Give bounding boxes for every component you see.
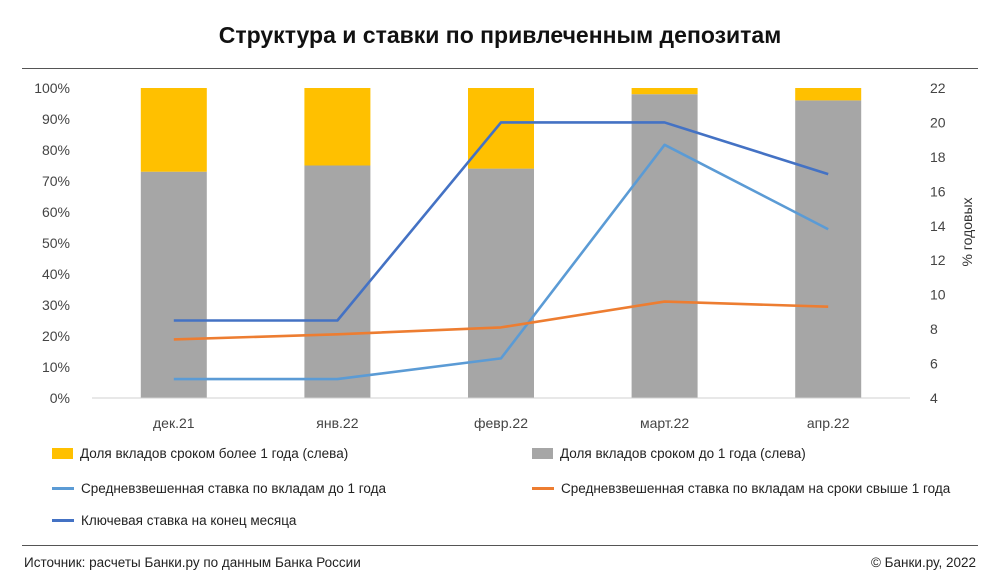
bar-short-term-0: [140, 171, 207, 398]
left-tick-label: 50%: [42, 235, 70, 251]
bar-short-term-1: [304, 165, 371, 398]
legend-item-long-term-rate: Средневзвешенная ставка по вкладам на ср…: [532, 481, 950, 496]
x-tick-label: дек.21: [153, 415, 195, 431]
x-tick-label: март.22: [640, 415, 689, 431]
right-tick-label: 4: [930, 390, 938, 406]
legend-label: Доля вкладов сроком более 1 года (слева): [80, 446, 349, 461]
left-tick-label: 30%: [42, 297, 70, 313]
x-tick-label: янв.22: [316, 415, 358, 431]
x-axis-ticks: дек.21 янв.22 февр.22 март.22 апр.22: [153, 415, 850, 431]
legend-swatch: [52, 448, 73, 459]
legend-label: Средневзвешенная ставка по вкладам до 1 …: [81, 481, 387, 496]
x-tick-label: апр.22: [807, 415, 850, 431]
legend-item-key-rate: Ключевая ставка на конец месяца: [52, 513, 296, 528]
short-term-rate-line: [173, 143, 829, 381]
right-tick-label: 16: [930, 183, 946, 199]
right-tick-label: 22: [930, 80, 946, 96]
x-tick-label: февр.22: [474, 415, 528, 431]
left-tick-label: 80%: [42, 142, 70, 158]
bar-short-term-4: [795, 100, 862, 399]
left-tick-label: 100%: [34, 80, 70, 96]
right-tick-label: 10: [930, 287, 946, 303]
right-axis-ticks: 4 6 8 10 12 14 16 18 20 22: [930, 80, 946, 406]
bottom-divider: [22, 545, 978, 546]
left-axis-ticks: 0% 10% 20% 30% 40% 50% 60% 70% 80% 90% 100%: [34, 80, 70, 406]
bar-long-term-4: [795, 88, 862, 101]
left-tick-label: 0%: [50, 390, 70, 406]
left-tick-label: 90%: [42, 111, 70, 127]
bar-long-term-2: [468, 88, 534, 169]
source-note: Источник: расчеты Банки.ру по данным Бан…: [24, 555, 361, 570]
legend-swatch: [52, 487, 74, 490]
left-tick-label: 10%: [42, 359, 70, 375]
legend-label: Средневзвешенная ставка по вкладам на ср…: [561, 481, 951, 496]
left-tick-label: 60%: [42, 204, 70, 220]
key-rate-line: [173, 121, 829, 322]
right-tick-label: 8: [930, 321, 938, 337]
legend-item-short-term-share: Доля вкладов сроком до 1 года (слева): [532, 446, 806, 461]
right-tick-label: 18: [930, 149, 946, 165]
long-term-rate-line: [173, 300, 829, 341]
legend-swatch: [532, 448, 553, 459]
legend-label: Ключевая ставка на конец месяца: [81, 513, 297, 528]
left-tick-label: 20%: [42, 328, 70, 344]
right-axis-label: % годовых: [959, 197, 975, 266]
copyright-note: © Банки.ру, 2022: [870, 555, 976, 570]
bar-short-term-2: [468, 168, 534, 398]
bar-long-term-0: [140, 88, 207, 172]
lines-group: [173, 121, 829, 381]
right-tick-label: 14: [930, 218, 946, 234]
bar-long-term-1: [304, 88, 371, 166]
right-tick-label: 12: [930, 252, 946, 268]
bars-group: [140, 88, 862, 399]
right-tick-label: 20: [930, 114, 946, 130]
left-tick-label: 40%: [42, 266, 70, 282]
chart-title: Структура и ставки по привлеченным депоз…: [218, 22, 782, 48]
legend-item-short-term-rate: Средневзвешенная ставка по вкладам до 1 …: [52, 481, 386, 496]
top-divider: [22, 68, 978, 69]
legend-item-long-term-share: Доля вкладов сроком более 1 года (слева): [52, 446, 348, 461]
left-tick-label: 70%: [42, 173, 70, 189]
right-tick-label: 6: [930, 356, 938, 372]
bar-long-term-3: [631, 88, 698, 95]
legend-label: Доля вкладов сроком до 1 года (слева): [560, 446, 806, 461]
legend-swatch: [52, 519, 74, 522]
bar-short-term-3: [631, 94, 698, 398]
legend-swatch: [532, 487, 554, 490]
